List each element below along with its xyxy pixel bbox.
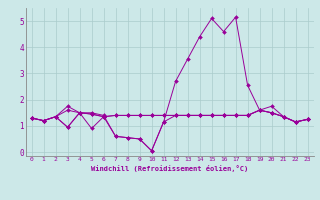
X-axis label: Windchill (Refroidissement éolien,°C): Windchill (Refroidissement éolien,°C): [91, 165, 248, 172]
